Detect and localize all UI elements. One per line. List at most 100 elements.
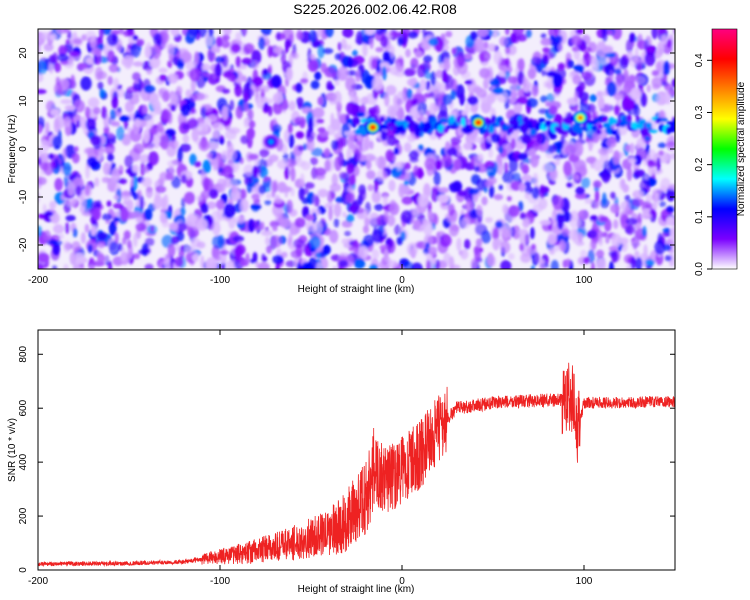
heatmap-cell	[95, 200, 102, 208]
heatmap-cell	[161, 197, 167, 210]
heatmap-cell	[666, 187, 675, 202]
heatmap-band-cell	[554, 125, 560, 133]
heatmap-cell	[386, 135, 397, 146]
heatmap-cell	[367, 184, 374, 192]
heatmap-cells	[38, 29, 675, 269]
heatmap-cell	[136, 39, 145, 46]
heatmap-cell	[200, 203, 209, 214]
heatmap-cell	[256, 96, 264, 109]
heatmap-cell	[132, 192, 139, 201]
heatmap-band-cell	[404, 115, 413, 123]
heatmap-cell	[634, 250, 640, 260]
heatmap-cell	[507, 253, 515, 260]
heatmap-cell	[505, 46, 511, 55]
heatmap-cell	[314, 195, 320, 208]
heatmap-cell	[69, 251, 77, 265]
heatmap-cell	[669, 226, 675, 239]
heatmap-cell	[380, 130, 388, 141]
heatmap-cell	[312, 107, 325, 119]
heatmap-cell	[330, 118, 342, 131]
heatmap-cell	[345, 76, 356, 92]
heatmap-cell	[508, 205, 520, 218]
heatmap-cell	[472, 86, 484, 94]
heatmap-cell	[372, 104, 380, 119]
heatmap-cell	[265, 98, 273, 105]
heatmap-cell	[671, 78, 675, 88]
heatmap-cell	[235, 105, 243, 120]
heatmap-cell	[581, 177, 591, 189]
heatmap-cell	[111, 95, 119, 109]
heatmap-cell	[314, 167, 327, 176]
heatmap-cell	[135, 217, 144, 224]
heatmap-cell	[55, 76, 61, 86]
heatmap-cell	[214, 56, 225, 64]
heatmap-cell	[423, 55, 433, 63]
heatmap-cell	[202, 63, 211, 72]
heatmap-cell	[112, 121, 120, 127]
heatmap-cell	[538, 108, 549, 115]
heatmap-cell	[59, 233, 64, 240]
heatmap-cell	[242, 75, 247, 83]
heatmap-cell	[38, 73, 44, 83]
heatmap-cell	[239, 157, 244, 165]
heatmap-cell	[275, 107, 282, 115]
heatmap-cell	[542, 47, 550, 53]
heatmap-cell	[189, 93, 198, 102]
heatmap-band-cell	[358, 126, 368, 136]
heatmap-cell	[666, 205, 675, 213]
heatmap-cell	[133, 253, 141, 260]
heatmap-cell	[123, 230, 131, 240]
heatmap-cell	[85, 30, 97, 43]
heatmap-cell	[517, 96, 528, 105]
heatmap-cell	[364, 153, 376, 162]
heatmap-cell	[317, 29, 323, 38]
heatmap-cell	[605, 236, 610, 244]
heatmap-cell	[580, 249, 587, 258]
heatmap-cell	[447, 203, 455, 216]
heatmap-cell	[155, 185, 167, 194]
heatmap-cell	[613, 219, 619, 230]
heatmap-cell	[229, 99, 235, 111]
heatmap-cell	[356, 30, 363, 45]
heatmap-cell	[134, 118, 141, 128]
heatmap-cell	[568, 228, 578, 241]
heatmap-y-tick-label: -10	[18, 189, 29, 204]
heatmap-cell	[285, 38, 292, 48]
heatmap-cell	[446, 147, 458, 156]
heatmap-cell	[476, 204, 483, 216]
heatmap-cell	[106, 50, 115, 63]
heatmap-cell	[564, 211, 571, 222]
heatmap-cell	[97, 253, 106, 264]
heatmap-cell	[258, 85, 270, 93]
heatmap-cell	[331, 139, 339, 151]
heatmap-cell	[307, 117, 314, 132]
heatmap-cell	[72, 177, 84, 191]
heatmap-cell	[479, 67, 491, 79]
heatmap-cell	[349, 174, 356, 186]
heatmap-cell	[167, 111, 173, 125]
heatmap-cell	[64, 105, 76, 111]
heatmap-cell	[214, 63, 223, 77]
heatmap-cell	[437, 194, 450, 204]
heatmap-cell	[103, 44, 109, 57]
heatmap-cell	[258, 36, 266, 50]
heatmap-cell	[439, 233, 452, 248]
heatmap-cell	[522, 218, 530, 229]
heatmap-band-cell	[598, 124, 603, 130]
heatmap-hotspot	[370, 125, 376, 130]
heatmap-cell	[531, 186, 540, 200]
heatmap-cell	[369, 140, 374, 150]
heatmap-cell	[468, 188, 480, 195]
heatmap-cell	[571, 34, 582, 46]
heatmap-cell	[132, 233, 138, 247]
heatmap-cell	[481, 196, 488, 206]
heatmap-cell	[142, 104, 148, 114]
heatmap-cell	[510, 32, 518, 44]
heatmap-cell	[287, 237, 292, 248]
heatmap-cell	[38, 124, 43, 134]
heatmap-cell	[312, 212, 317, 224]
heatmap-cell	[103, 255, 110, 263]
snr-x-tick-label: 100	[576, 576, 593, 587]
heatmap-cell	[296, 262, 302, 269]
heatmap-band-cell	[672, 117, 675, 126]
